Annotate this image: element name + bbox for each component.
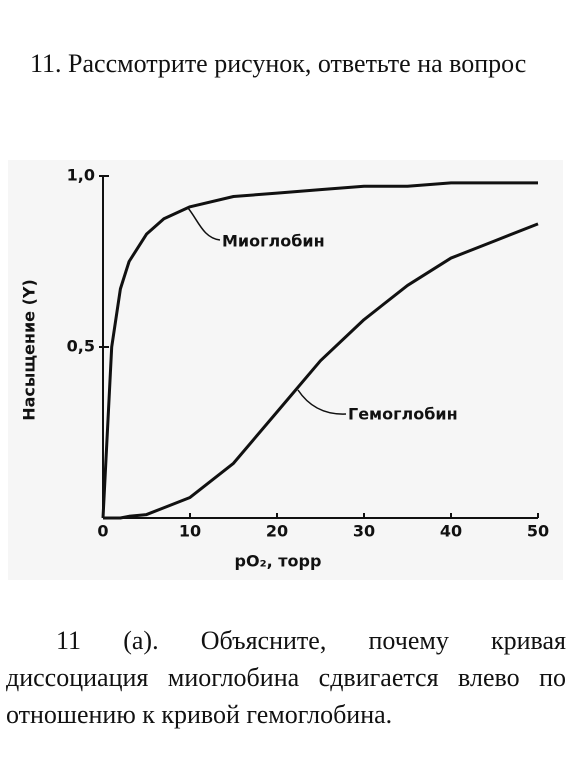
- chart-background: [8, 160, 563, 580]
- y-axis-label: Насыщение (Y): [20, 279, 39, 421]
- x-tick-label: 10: [179, 522, 201, 541]
- x-tick-label: 0: [97, 522, 108, 541]
- x-tick-label: 50: [527, 522, 549, 541]
- chart: pO₂, торр Насыщение (Y) 0 10 20 30 40 50 0,5 1,…: [8, 160, 563, 580]
- line: [101, 181, 538, 519]
- y-tick-label: 0,5: [67, 337, 95, 356]
- answer: 11 (а). Объясните, почему кривая диссоци…: [6, 626, 566, 729]
- series-label: Миоглобин: [222, 232, 325, 251]
- question: 11. Рассмотрите рисунок, ответьте на воп…: [30, 49, 527, 78]
- x-tick-label: 20: [266, 522, 288, 541]
- x-tick-label: 40: [440, 522, 462, 541]
- series-label: Гемоглобин: [348, 405, 458, 424]
- x-tick-label: 30: [353, 522, 375, 541]
- annotation-leader: [297, 389, 347, 415]
- x-axis-label: pO₂, торр: [235, 552, 322, 571]
- y-tick-label: 1,0: [67, 166, 95, 185]
- annotation-leader: [187, 207, 221, 241]
- line: [103, 222, 539, 520]
